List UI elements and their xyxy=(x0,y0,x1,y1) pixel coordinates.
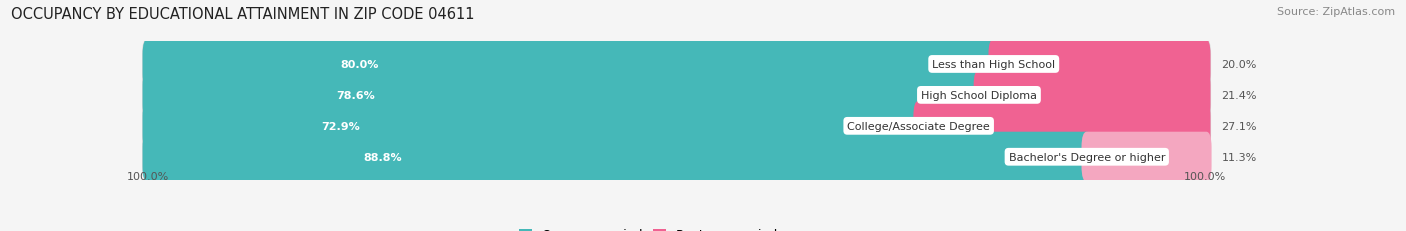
FancyBboxPatch shape xyxy=(142,40,1211,90)
Text: 100.0%: 100.0% xyxy=(127,171,169,181)
Text: College/Associate Degree: College/Associate Degree xyxy=(848,121,990,131)
FancyBboxPatch shape xyxy=(914,101,1211,151)
FancyBboxPatch shape xyxy=(142,40,1000,90)
Text: 21.4%: 21.4% xyxy=(1220,91,1257,100)
Text: 20.0%: 20.0% xyxy=(1220,60,1257,70)
FancyBboxPatch shape xyxy=(988,40,1211,90)
FancyBboxPatch shape xyxy=(973,70,1211,120)
Text: 80.0%: 80.0% xyxy=(340,60,378,70)
Text: Less than High School: Less than High School xyxy=(932,60,1056,70)
Text: OCCUPANCY BY EDUCATIONAL ATTAINMENT IN ZIP CODE 04611: OCCUPANCY BY EDUCATIONAL ATTAINMENT IN Z… xyxy=(11,7,475,22)
FancyBboxPatch shape xyxy=(142,101,924,151)
Text: Source: ZipAtlas.com: Source: ZipAtlas.com xyxy=(1277,7,1395,17)
Text: Bachelor's Degree or higher: Bachelor's Degree or higher xyxy=(1008,152,1166,162)
Text: 88.8%: 88.8% xyxy=(363,152,402,162)
Text: 11.3%: 11.3% xyxy=(1222,152,1257,162)
Legend: Owner-occupied, Renter-occupied: Owner-occupied, Renter-occupied xyxy=(515,223,783,231)
Text: 100.0%: 100.0% xyxy=(1184,171,1226,181)
Text: High School Diploma: High School Diploma xyxy=(921,91,1038,100)
FancyBboxPatch shape xyxy=(142,132,1211,182)
FancyBboxPatch shape xyxy=(1081,132,1212,182)
FancyBboxPatch shape xyxy=(142,101,1211,151)
Text: 72.9%: 72.9% xyxy=(321,121,360,131)
Text: 78.6%: 78.6% xyxy=(336,91,375,100)
FancyBboxPatch shape xyxy=(142,70,984,120)
Text: 27.1%: 27.1% xyxy=(1220,121,1257,131)
FancyBboxPatch shape xyxy=(142,70,1211,120)
FancyBboxPatch shape xyxy=(142,132,1092,182)
